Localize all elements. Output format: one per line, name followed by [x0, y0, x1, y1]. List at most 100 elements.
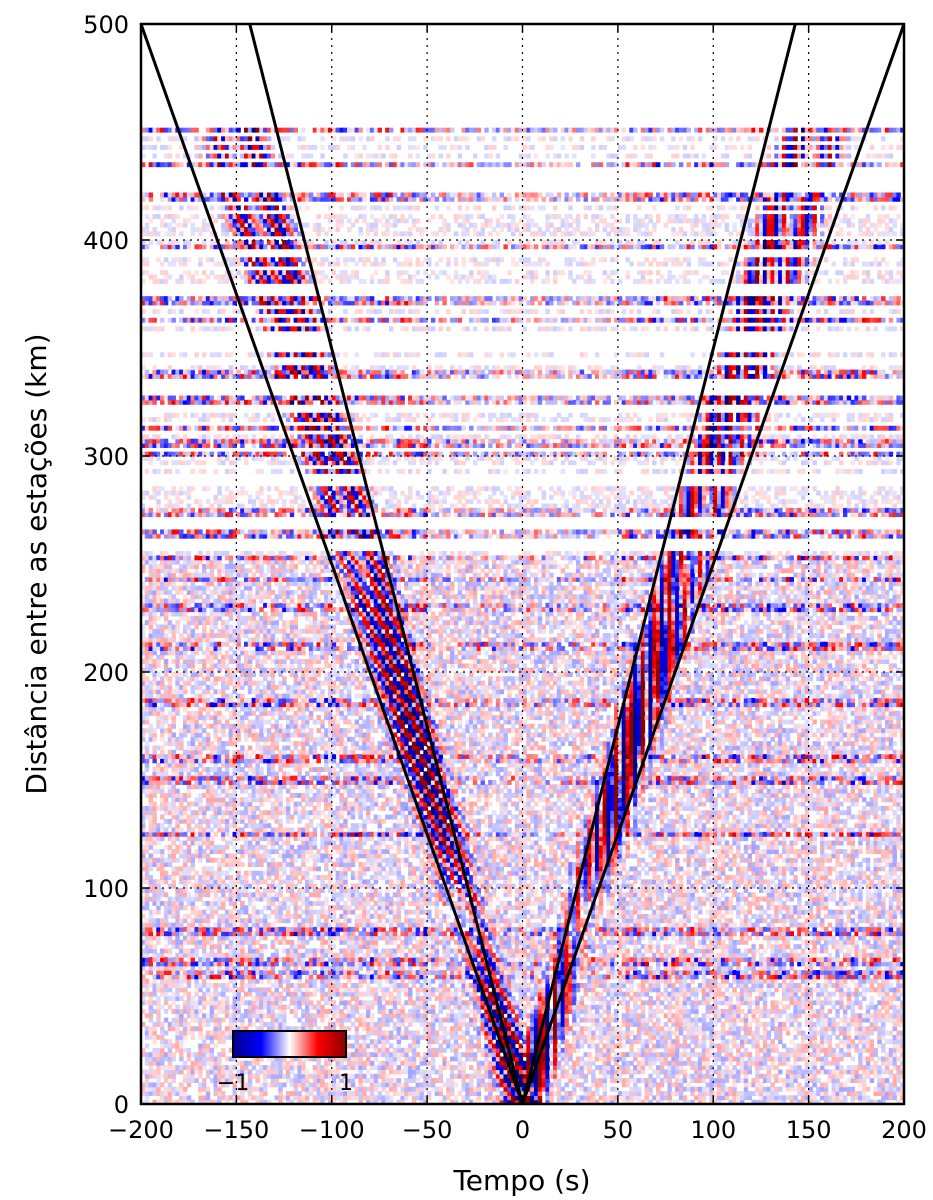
heatmap-cell	[774, 1013, 779, 1019]
heatmap-cell	[301, 1056, 306, 1062]
heatmap-cell	[835, 1026, 840, 1032]
heatmap-cell	[877, 1086, 882, 1092]
heatmap-cell	[350, 1073, 356, 1079]
heatmap-cell	[457, 1052, 463, 1058]
heatmap-cell	[175, 1021, 180, 1027]
heatmap-cell	[675, 1086, 680, 1092]
heatmap-cell	[881, 1013, 886, 1019]
heatmap-cell	[190, 1060, 196, 1066]
heatmap-cell	[289, 1000, 295, 1006]
heatmap-cell	[213, 1043, 218, 1049]
heatmap-cell	[392, 1026, 398, 1032]
heatmap-cell	[732, 987, 737, 993]
heatmap-cell	[583, 991, 588, 997]
heatmap-cell	[610, 961, 615, 967]
heatmap-cell	[728, 1056, 733, 1062]
heatmap-cell	[629, 1043, 634, 1049]
heatmap-cell	[526, 1047, 531, 1053]
heatmap-cell	[278, 1069, 283, 1075]
heatmap-cell	[366, 1021, 371, 1027]
heatmap-cell	[171, 978, 176, 984]
heatmap-cell	[659, 1030, 665, 1036]
heatmap-cell	[148, 1056, 154, 1062]
heatmap-cell	[205, 1069, 211, 1075]
heatmap-cell	[644, 970, 649, 975]
heatmap-cell	[797, 1030, 802, 1036]
heatmap-cell	[514, 1004, 520, 1010]
heatmap-cell	[575, 987, 581, 993]
heatmap-cell	[560, 961, 566, 967]
heatmap-cell	[148, 1008, 154, 1014]
heatmap-cell	[331, 974, 337, 980]
heatmap-cell	[755, 1047, 760, 1053]
heatmap-cell	[751, 1039, 756, 1045]
heatmap-cell	[545, 1091, 550, 1096]
heatmap-cell	[339, 991, 344, 997]
heatmap-cell	[179, 1095, 184, 1101]
heatmap-cell	[625, 1026, 630, 1032]
heatmap-cell	[205, 1047, 211, 1053]
heatmap-cell	[373, 991, 379, 997]
heatmap-cell	[194, 978, 199, 984]
heatmap-cell	[186, 1052, 192, 1058]
heatmap-cell	[884, 1004, 890, 1010]
heatmap-cell	[751, 1056, 756, 1062]
heatmap-cell	[511, 1052, 516, 1058]
heatmap-cell	[270, 1078, 276, 1083]
heatmap-cell	[892, 1017, 897, 1023]
heatmap-cell	[224, 1013, 230, 1019]
heatmap-cell	[724, 996, 730, 1001]
heatmap-cell	[602, 1030, 608, 1036]
heatmap-cell	[621, 1060, 627, 1066]
heatmap-cell	[873, 1052, 878, 1058]
heatmap-cell	[202, 1095, 207, 1101]
heatmap-cell	[621, 1034, 627, 1040]
heatmap-cell	[274, 974, 279, 980]
heatmap-cell	[324, 970, 329, 975]
heatmap-cell	[453, 1026, 459, 1032]
heatmap-cell	[705, 1034, 711, 1040]
heatmap-cell	[781, 1052, 787, 1058]
heatmap-cell	[400, 1034, 405, 1040]
heatmap-cell	[430, 1052, 436, 1058]
heatmap-cell	[705, 1082, 711, 1088]
heatmap-cell	[663, 1021, 669, 1027]
heatmap-cell	[556, 1086, 562, 1092]
heatmap-cell	[682, 1013, 688, 1019]
heatmap-cell	[869, 1026, 875, 1032]
heatmap-cell	[320, 1069, 325, 1075]
heatmap-cell	[255, 961, 260, 967]
heatmap-cell	[877, 1073, 882, 1079]
heatmap-cell	[537, 1099, 543, 1104]
heatmap-cell	[816, 1017, 821, 1023]
heatmap-cell	[720, 965, 726, 971]
heatmap-cell	[862, 1030, 867, 1036]
heatmap-cell	[602, 987, 608, 993]
heatmap-cell	[896, 1056, 901, 1062]
heatmap-cell	[388, 991, 394, 997]
heatmap-cell	[587, 1017, 592, 1023]
heatmap-cell	[350, 961, 356, 967]
heatmap-cell	[404, 1095, 409, 1101]
heatmap-cell	[804, 983, 810, 988]
heatmap-cell	[297, 987, 302, 993]
heatmap-cell	[869, 1099, 875, 1104]
heatmap-cell	[213, 1082, 218, 1088]
heatmap-cell	[263, 1099, 268, 1104]
heatmap-cell	[575, 1047, 581, 1053]
heatmap-cell	[614, 1056, 619, 1062]
heatmap-cell	[766, 1095, 772, 1101]
heatmap-cell	[240, 1073, 245, 1079]
heatmap-cell	[335, 978, 340, 984]
heatmap-cell	[701, 1091, 707, 1096]
heatmap-cell	[400, 1082, 405, 1088]
heatmap-cell	[308, 965, 314, 971]
heatmap-cell	[659, 1043, 665, 1049]
heatmap-cell	[388, 1069, 394, 1075]
heatmap-cell	[152, 1073, 157, 1079]
heatmap-cell	[320, 1017, 325, 1023]
heatmap-cell	[526, 1069, 531, 1075]
heatmap-cell	[411, 983, 417, 988]
heatmap-cell	[259, 1004, 264, 1010]
heatmap-cell	[579, 1056, 585, 1062]
